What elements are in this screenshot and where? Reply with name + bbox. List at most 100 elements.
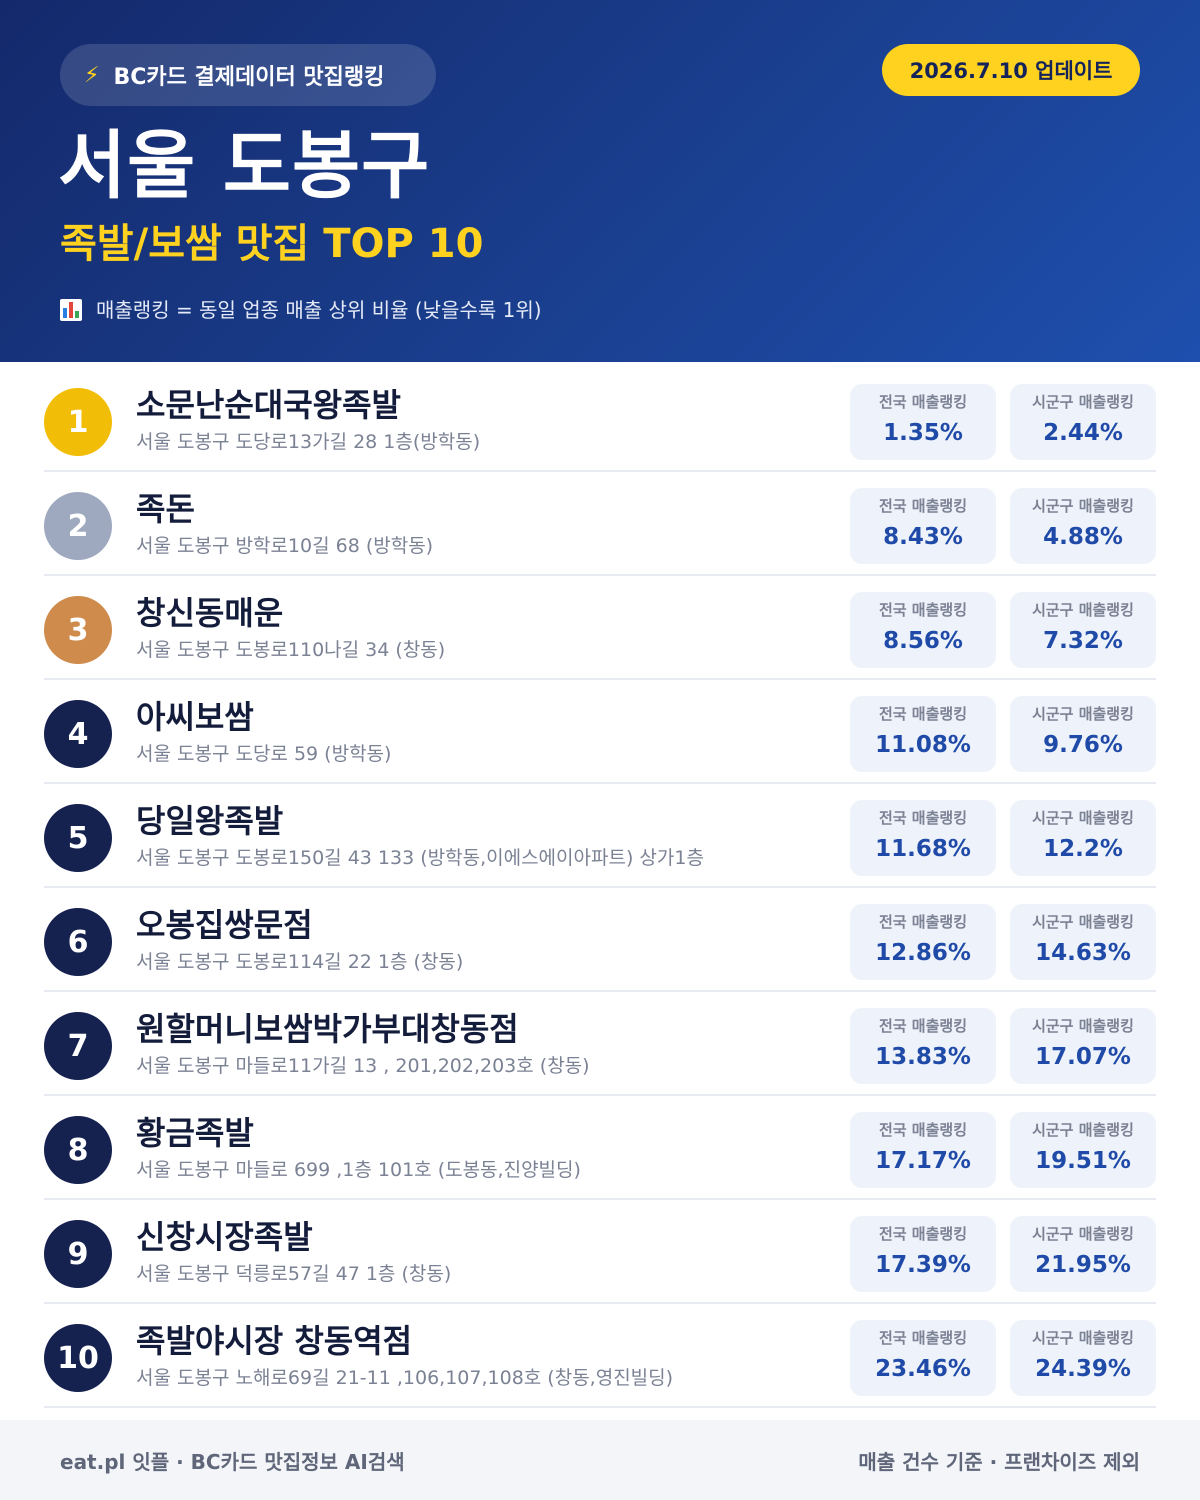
source-badge: ⚡ BC카드 결제데이터 맛집랭킹 [60,44,436,106]
local-ranking-label: 시군구 매출랭킹 [1032,393,1134,411]
local-ranking-value: 2.44% [1043,420,1123,446]
national-ranking-card: 전국 매출랭킹 11.08% [850,696,996,772]
national-ranking-label: 전국 매출랭킹 [878,913,968,931]
page-title: 서울 도봉구 [58,123,431,209]
rank-badge: 8 [44,1116,112,1184]
national-ranking-card: 전국 매출랭킹 17.17% [850,1112,996,1188]
local-ranking-value: 24.39% [1035,1356,1131,1382]
restaurant-name[interactable]: 원할머니보쌈박가부대창동점 [136,1010,519,1048]
local-ranking-card: 시군구 매출랭킹 14.63% [1010,904,1156,980]
footer-brand: eat.pl 잇플 · BC카드 맛집정보 AI검색 [60,1449,405,1474]
rank-badge: 1 [44,388,112,456]
restaurant-name[interactable]: 아씨보쌈 [136,698,254,736]
restaurant-address: 서울 도봉구 도봉로114길 22 1층 (창동) [136,951,464,973]
restaurant-address: 서울 도봉구 도봉로150길 43 133 (방학동,이에스에이아파트) 상가1… [136,847,704,869]
national-ranking-card: 전국 매출랭킹 1.35% [850,384,996,460]
restaurant-row[interactable]: 7 원할머니보쌈박가부대창동점 서울 도봉구 마들로11가길 13 , 201,20… [44,992,1156,1096]
national-ranking-label: 전국 매출랭킹 [878,705,968,723]
rank-badge: 5 [44,804,112,872]
ranking-legend: 매출랭킹 = 동일 업종 매출 상위 비율 (낮을수록 1위) [60,294,542,326]
restaurant-address: 서울 도봉구 도당로13가길 28 1층(방학동) [136,431,481,453]
restaurant-row[interactable]: 9 신창시장족발 서울 도봉구 덕릉로57길 47 1층 (창동) 전국 매출랭킹 17… [44,1200,1156,1304]
rank-badge: 2 [44,492,112,560]
national-ranking-label: 전국 매출랭킹 [878,1121,968,1139]
local-ranking-value: 14.63% [1035,940,1131,966]
local-ranking-card: 시군구 매출랭킹 19.51% [1010,1112,1156,1188]
national-ranking-card: 전국 매출랭킹 17.39% [850,1216,996,1292]
national-ranking-label: 전국 매출랭킹 [878,1329,968,1347]
rank-badge: 10 [44,1324,112,1392]
restaurant-address: 서울 도봉구 마들로11가길 13 , 201,202,203호 (창동) [136,1055,590,1077]
national-ranking-value: 17.39% [875,1252,971,1278]
restaurant-name[interactable]: 황금족발 [136,1114,254,1152]
local-ranking-label: 시군구 매출랭킹 [1032,1121,1134,1139]
local-ranking-label: 시군구 매출랭킹 [1032,1017,1134,1035]
local-ranking-value: 19.51% [1035,1148,1131,1174]
restaurant-name[interactable]: 오봉집쌍문점 [136,906,313,944]
local-ranking-label: 시군구 매출랭킹 [1032,809,1134,827]
restaurant-name[interactable]: 족발야시장 창동역점 [136,1322,413,1360]
restaurant-name[interactable]: 소문난순대국왕족발 [136,386,401,424]
local-ranking-card: 시군구 매출랭킹 21.95% [1010,1216,1156,1292]
local-ranking-label: 시군구 매출랭킹 [1032,1225,1134,1243]
local-ranking-value: 17.07% [1035,1044,1131,1070]
local-ranking-card: 시군구 매출랭킹 2.44% [1010,384,1156,460]
restaurant-address: 서울 도봉구 마들로 699 ,1층 101호 (도봉동,진양빌딩) [136,1159,581,1181]
national-ranking-value: 8.43% [883,524,963,550]
national-ranking-value: 8.56% [883,628,963,654]
local-ranking-card: 시군구 매출랭킹 24.39% [1010,1320,1156,1396]
local-ranking-value: 12.2% [1043,836,1123,862]
restaurant-address: 서울 도봉구 방학로10길 68 (방학동) [136,535,434,557]
local-ranking-value: 9.76% [1043,732,1123,758]
national-ranking-label: 전국 매출랭킹 [878,1225,968,1243]
national-ranking-value: 1.35% [883,420,963,446]
header-banner: ⚡ BC카드 결제데이터 맛집랭킹 2026.7.10 업데이트 서울 도봉구 … [0,0,1200,362]
rank-badge: 4 [44,700,112,768]
national-ranking-value: 13.83% [875,1044,971,1070]
national-ranking-value: 11.68% [875,836,971,862]
local-ranking-card: 시군구 매출랭킹 12.2% [1010,800,1156,876]
national-ranking-card: 전국 매출랭킹 13.83% [850,1008,996,1084]
local-ranking-label: 시군구 매출랭킹 [1032,601,1134,619]
restaurant-name[interactable]: 신창시장족발 [136,1218,313,1256]
bar-chart-icon [60,299,82,321]
local-ranking-value: 4.88% [1043,524,1123,550]
lightning-icon: ⚡ [84,62,100,88]
national-ranking-card: 전국 매출랭킹 11.68% [850,800,996,876]
national-ranking-label: 전국 매출랭킹 [878,1017,968,1035]
local-ranking-card: 시군구 매출랭킹 7.32% [1010,592,1156,668]
restaurant-row[interactable]: 2 족돈 서울 도봉구 방학로10길 68 (방학동) 전국 매출랭킹 8.43% 시군구… [44,472,1156,576]
local-ranking-label: 시군구 매출랭킹 [1032,913,1134,931]
local-ranking-value: 21.95% [1035,1252,1131,1278]
restaurant-name[interactable]: 당일왕족발 [136,802,284,840]
restaurant-name[interactable]: 족돈 [136,490,195,528]
local-ranking-value: 7.32% [1043,628,1123,654]
restaurant-row[interactable]: 3 창신동매운 서울 도봉구 도봉로110나길 34 (창동) 전국 매출랭킹 8.56… [44,576,1156,680]
national-ranking-value: 11.08% [875,732,971,758]
page-subtitle: 족발/보쌈 맛집 TOP 10 [60,221,484,267]
rank-badge: 6 [44,908,112,976]
national-ranking-label: 전국 매출랭킹 [878,497,968,515]
restaurant-address: 서울 도봉구 도봉로110나길 34 (창동) [136,639,446,661]
source-badge-label: BC카드 결제데이터 맛집랭킹 [113,65,385,90]
local-ranking-card: 시군구 매출랭킹 9.76% [1010,696,1156,772]
local-ranking-label: 시군구 매출랭킹 [1032,1329,1134,1347]
rank-badge: 3 [44,596,112,664]
rank-badge: 9 [44,1220,112,1288]
local-ranking-card: 시군구 매출랭킹 17.07% [1010,1008,1156,1084]
national-ranking-label: 전국 매출랭킹 [878,393,968,411]
restaurant-address: 서울 도봉구 노해로69길 21-11 ,106,107,108호 (창동,영진… [136,1367,674,1389]
footer: eat.pl 잇플 · BC카드 맛집정보 AI검색 매출 건수 기준 · 프랜… [0,1420,1200,1500]
restaurant-name[interactable]: 창신동매운 [136,594,284,632]
national-ranking-label: 전국 매출랭킹 [878,809,968,827]
footer-note: 매출 건수 기준 · 프랜차이즈 제외 [858,1449,1140,1474]
national-ranking-value: 17.17% [875,1148,971,1174]
restaurant-address: 서울 도봉구 도당로 59 (방학동) [136,743,392,765]
